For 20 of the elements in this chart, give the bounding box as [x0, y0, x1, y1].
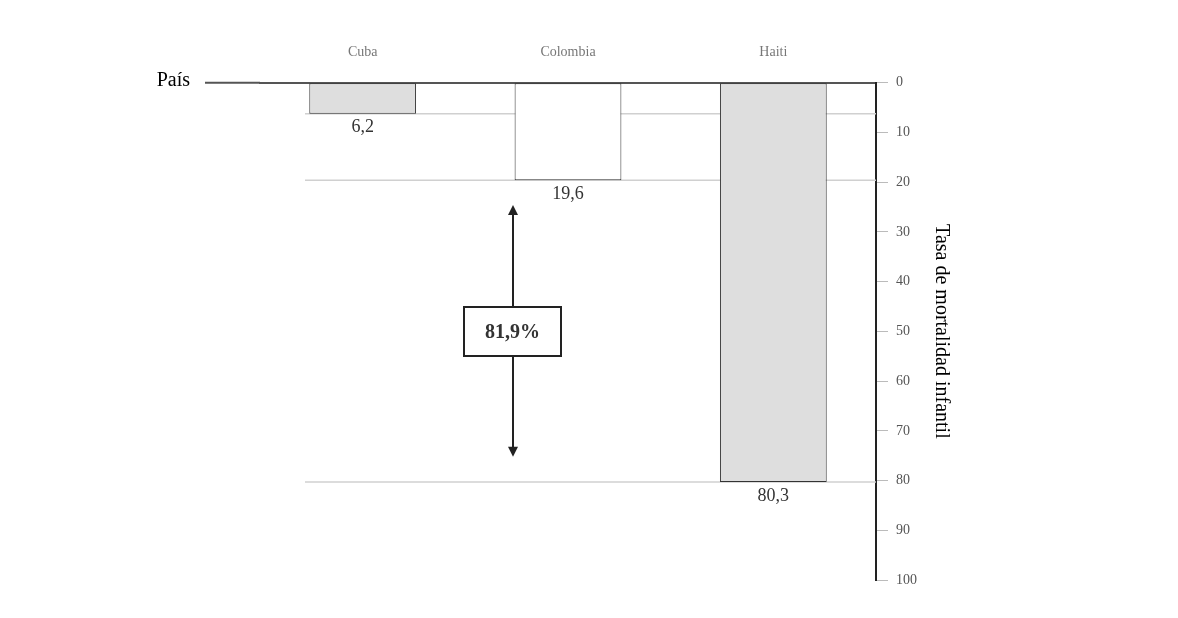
y-axis-title: Tasa de mortalidad infantil [931, 224, 954, 440]
text: País [156, 68, 191, 91]
y-tick-label: 40 [896, 273, 910, 289]
y-tick-label: 100 [896, 571, 917, 587]
x-tick-label: Cuba [347, 44, 379, 60]
data-label: 6,2 [351, 116, 374, 137]
y-tick-label: 70 [896, 422, 910, 438]
y-tick-label: 30 [896, 223, 910, 239]
y-tick-label: 90 [896, 521, 910, 537]
y-tick-label: 0 [896, 74, 903, 90]
x-tick-label: Haiti [759, 44, 788, 60]
annotation: 81,9% [463, 305, 563, 357]
y-tick-label: 60 [896, 372, 910, 388]
y-tick-label: 10 [896, 124, 910, 140]
data-label: 80,3 [757, 484, 790, 505]
x-tick-label: Colombia [540, 44, 597, 60]
y-tick-label: 50 [896, 323, 910, 339]
y-tick-label: 80 [896, 472, 910, 488]
data-label: 19,6 [552, 182, 584, 203]
y-tick-label: 20 [896, 173, 910, 189]
